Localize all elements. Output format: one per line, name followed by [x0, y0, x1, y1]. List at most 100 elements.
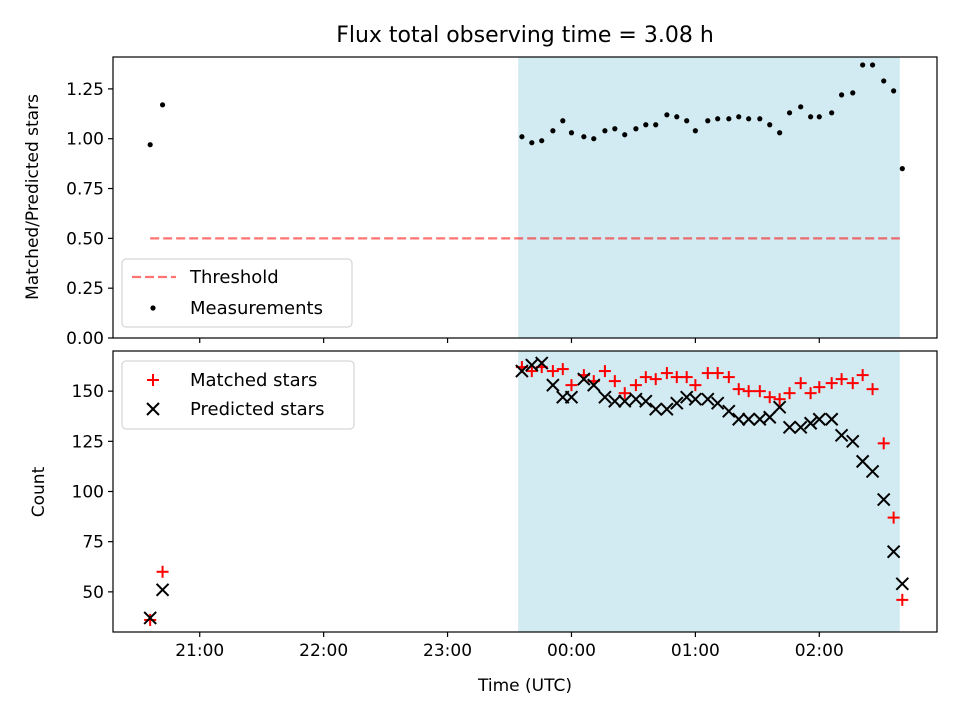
measurements-point	[653, 122, 659, 128]
predicted-stars-point	[824, 412, 839, 426]
predicted-stars-point	[587, 378, 601, 392]
measurements-point	[591, 136, 597, 142]
measurements-point	[899, 166, 905, 172]
matched-stars-point	[835, 373, 848, 386]
predicted-stars-point	[834, 428, 849, 443]
count-panel-y-ticks: 50 75 100 125 150	[72, 382, 113, 603]
ratio-panel-y-label: Matched/Predicted stars	[23, 94, 43, 300]
matched-stars-point	[525, 365, 538, 378]
measurements-point	[829, 110, 835, 116]
threshold-legend-label: Threshold	[189, 267, 279, 288]
predicted-stars-point	[722, 404, 736, 418]
y-tick-label: 0.50	[66, 229, 104, 249]
predicted-stars-point	[564, 390, 579, 404]
predicted-stars-point	[535, 356, 549, 370]
matched-stars-point	[825, 377, 838, 390]
matched-stars-point	[565, 379, 578, 392]
measurements-point	[786, 110, 793, 116]
count-panel: 50 75 100 125 150 21:00 22:00 23:00 00:00 01:00 0…	[29, 350, 938, 661]
y-tick-label: 1.25	[66, 80, 104, 100]
y-tick-label: 0.75	[66, 180, 104, 200]
measurements-point	[860, 62, 866, 68]
ratio-panel-legend: Threshold Measurements	[121, 258, 353, 328]
ratio-panel-frame	[112, 56, 938, 339]
matched-stars-point	[649, 373, 662, 386]
ratio-panel-x-ticks	[199, 338, 820, 343]
predicted-stars-point	[660, 402, 674, 416]
measurements-point	[674, 114, 680, 120]
measurements-point	[664, 112, 670, 118]
matched-stars-point	[794, 377, 807, 390]
matched-stars-point	[856, 369, 869, 382]
measurements-point	[684, 118, 690, 124]
predicted-stars-point	[865, 464, 880, 479]
count-panel-y-label: Count	[29, 466, 49, 517]
matched-stars-point	[556, 363, 569, 376]
measurements-point	[726, 116, 732, 122]
predicted-stars-point	[846, 434, 860, 449]
matched-stars-point	[763, 391, 776, 404]
measurements-point	[612, 126, 618, 132]
matched-stars-point	[896, 593, 909, 606]
matched-stars-point	[711, 367, 724, 380]
measurements-point	[550, 128, 556, 134]
predicted-stars-point	[577, 372, 591, 386]
matched-stars-legend-swatch	[147, 374, 159, 386]
predicted-stars-point	[877, 492, 891, 507]
measurements-point	[816, 114, 822, 120]
measurements-point	[560, 118, 566, 124]
y-tick-label: 100	[72, 483, 104, 503]
measurements-point	[529, 140, 535, 146]
matched-stars-point	[773, 393, 786, 406]
predicted-stars-point	[741, 412, 756, 426]
matched-stars-point	[846, 377, 859, 390]
matched-stars-point	[753, 385, 766, 398]
measurements-point	[746, 116, 752, 122]
matched-stars-point	[877, 437, 890, 450]
predicted-stars-point	[608, 394, 622, 408]
x-tick-label: 00:00	[547, 641, 596, 661]
ratio-panel-y-ticks: 0.00 0.25 0.50 0.75 1.00 1.25	[66, 80, 113, 349]
measurements-point	[159, 102, 166, 108]
measurements-point	[519, 134, 525, 140]
predicted-stars-point	[155, 583, 170, 597]
measurements-point	[850, 90, 856, 96]
measurements-point	[568, 130, 575, 136]
x-tick-label: 23:00	[423, 641, 472, 661]
predicted-stars-point	[515, 364, 529, 378]
x-tick-label: 22:00	[299, 641, 348, 661]
measurements-point	[881, 78, 887, 84]
measurements-point	[798, 104, 804, 110]
predicted-stars-point	[143, 611, 157, 625]
matched-stars-point	[639, 371, 652, 384]
predicted-stars-point	[598, 390, 612, 404]
predicted-stars-point	[895, 577, 910, 591]
y-tick-label: 50	[82, 583, 104, 603]
x-tick-label: 01:00	[671, 641, 720, 661]
ratio-panel-plot-area	[147, 62, 905, 240]
measurements-point	[581, 134, 587, 140]
matched-stars-point	[660, 367, 673, 380]
chart-title: Flux total observing time = 3.08 h	[336, 23, 714, 48]
predicted-stars-point	[688, 392, 703, 406]
matched-stars-point	[546, 365, 559, 378]
measurements-point	[891, 88, 897, 94]
measurements-point	[602, 128, 608, 134]
predicted-stars-point	[710, 396, 725, 410]
predicted-stars-legend-label: Predicted stars	[190, 399, 324, 420]
y-tick-label: 1.00	[66, 130, 104, 150]
ratio-panel-shaded-span	[518, 57, 900, 338]
y-tick-label: 125	[72, 432, 104, 452]
ratio-panel-legend-box	[121, 258, 353, 328]
measurements-legend-label: Measurements	[190, 298, 323, 319]
predicted-stars-legend-swatch	[146, 402, 160, 416]
predicted-stars-point	[618, 394, 632, 408]
matched-stars-point	[783, 387, 796, 400]
matched-stars-point	[742, 385, 755, 398]
y-tick-label: 150	[72, 382, 104, 402]
predicted-stars-point	[782, 420, 797, 434]
count-panel-legend: Matched stars Predicted stars	[121, 360, 355, 430]
matched-stars-point	[722, 371, 735, 384]
measurements-point	[692, 128, 698, 134]
